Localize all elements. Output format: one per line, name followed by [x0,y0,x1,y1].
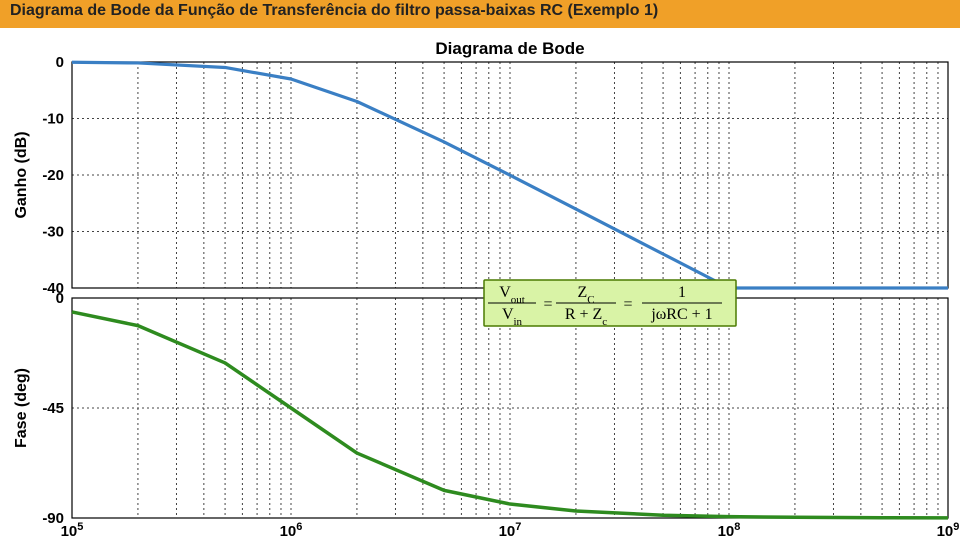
bode-plots: 0-10-20-30-40Ganho (dB)Diagrama de Bode0… [0,28,960,540]
svg-text:-45: -45 [42,400,64,417]
transfer-function-equation: VoutVin=ZCR + Zc=1jωRC + 1 [484,280,736,328]
bode-svg: 0-10-20-30-40Ganho (dB)Diagrama de Bode0… [0,28,960,540]
svg-text:0: 0 [56,290,64,307]
svg-text:Diagrama de Bode: Diagrama de Bode [435,39,584,58]
svg-text:jωRC + 1: jωRC + 1 [650,306,712,323]
banner-title: Diagrama de Bode da Função de Transferên… [10,2,658,19]
svg-text:=: = [543,296,552,313]
svg-text:0: 0 [56,54,64,71]
svg-text:-30: -30 [42,224,64,241]
svg-text:108: 108 [718,521,741,540]
svg-text:106: 106 [280,521,303,540]
svg-text:Ganho (dB): Ganho (dB) [13,131,30,218]
svg-text:105: 105 [61,521,84,540]
svg-text:109: 109 [937,521,960,540]
svg-text:=: = [623,296,632,313]
svg-text:Fase (deg): Fase (deg) [13,368,30,448]
svg-text:-10: -10 [42,111,64,128]
svg-text:1: 1 [678,284,686,301]
page-banner: Diagrama de Bode da Função de Transferên… [0,0,960,28]
svg-text:107: 107 [499,521,522,540]
svg-text:-20: -20 [42,167,64,184]
